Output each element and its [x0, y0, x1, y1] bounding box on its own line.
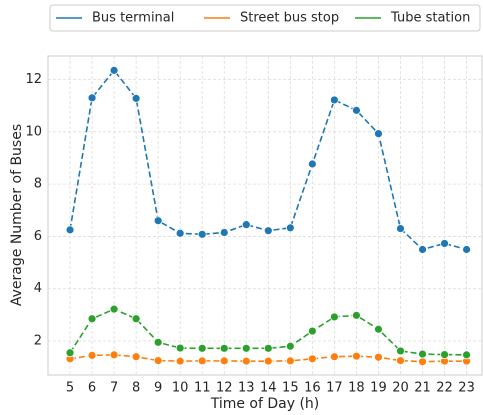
marker: [87, 93, 97, 103]
x-tick-label: 20: [392, 381, 409, 396]
y-tick-label: 12: [25, 72, 42, 87]
marker: [418, 245, 427, 254]
marker: [374, 352, 383, 362]
x-tick-label: 17: [326, 381, 343, 396]
marker: [219, 228, 229, 237]
marker: [175, 228, 185, 238]
x-tick-label: 14: [260, 381, 277, 396]
x-tick-label: 5: [66, 381, 74, 396]
legend-box: [49, 4, 481, 32]
y-tick-label: 2: [34, 334, 42, 349]
marker: [153, 337, 163, 347]
marker: [440, 239, 449, 248]
x-tick-label: 11: [194, 381, 211, 396]
marker: [396, 224, 405, 233]
marker: [352, 310, 361, 320]
marker: [219, 356, 229, 366]
marker: [462, 245, 471, 254]
marker: [197, 343, 207, 353]
marker: [285, 223, 295, 233]
marker: [109, 304, 119, 314]
x-tick-label: 22: [436, 381, 453, 396]
marker: [197, 356, 207, 366]
x-tick-label: 10: [172, 381, 189, 396]
y-axis-label: Average Number of Buses: [9, 124, 25, 306]
marker: [87, 350, 97, 360]
marker: [307, 354, 317, 364]
marker: [153, 356, 163, 366]
legend-label: Street bus stop: [240, 11, 339, 26]
x-tick-label: 13: [238, 381, 255, 396]
marker: [175, 343, 185, 353]
x-tick-label: 12: [216, 381, 233, 396]
marker: [131, 314, 141, 324]
marker: [396, 356, 405, 366]
marker: [352, 351, 361, 361]
x-tick-label: 18: [348, 381, 365, 396]
x-tick-label: 16: [304, 381, 321, 396]
marker: [374, 129, 383, 139]
marker: [87, 314, 97, 324]
marker: [440, 350, 449, 360]
marker: [131, 352, 141, 362]
marker: [65, 348, 75, 358]
marker: [329, 95, 339, 105]
marker: [131, 93, 141, 103]
marker: [153, 216, 163, 226]
x-tick-label: 7: [110, 381, 118, 396]
marker: [263, 226, 273, 236]
marker: [241, 343, 251, 353]
marker: [219, 343, 229, 353]
marker: [263, 356, 273, 366]
marker: [462, 350, 471, 360]
legend-label: Bus terminal: [92, 11, 174, 26]
marker: [109, 350, 119, 360]
y-tick-label: 4: [34, 281, 42, 296]
marker: [329, 352, 339, 362]
marker: [285, 341, 295, 351]
marker: [241, 356, 251, 366]
marker: [285, 356, 295, 366]
x-tick-label: 23: [458, 381, 475, 396]
marker: [241, 220, 251, 230]
marker: [329, 312, 339, 322]
x-tick-label: 8: [132, 381, 140, 396]
y-tick-label: 10: [25, 124, 42, 139]
y-tick-label: 6: [34, 229, 42, 244]
marker: [307, 326, 317, 336]
x-tick-label: 6: [88, 381, 96, 396]
marker: [374, 324, 383, 334]
x-tick-label: 19: [370, 381, 387, 396]
marker: [418, 349, 427, 359]
marker: [396, 346, 405, 356]
marker: [65, 225, 75, 235]
x-tick-label: 9: [154, 381, 162, 396]
x-tick-label: 15: [282, 381, 299, 396]
marker: [263, 343, 273, 353]
x-axis-label: Time of Day (h): [210, 396, 320, 412]
y-tick-label: 8: [34, 177, 42, 192]
marker: [307, 159, 317, 169]
marker: [418, 357, 427, 367]
plot-frame: [47, 55, 483, 376]
marker: [352, 105, 361, 115]
marker: [197, 229, 207, 239]
legend-label: Tube station: [390, 11, 470, 26]
marker: [109, 65, 119, 75]
marker: [175, 356, 185, 366]
x-tick-label: 21: [414, 381, 431, 396]
